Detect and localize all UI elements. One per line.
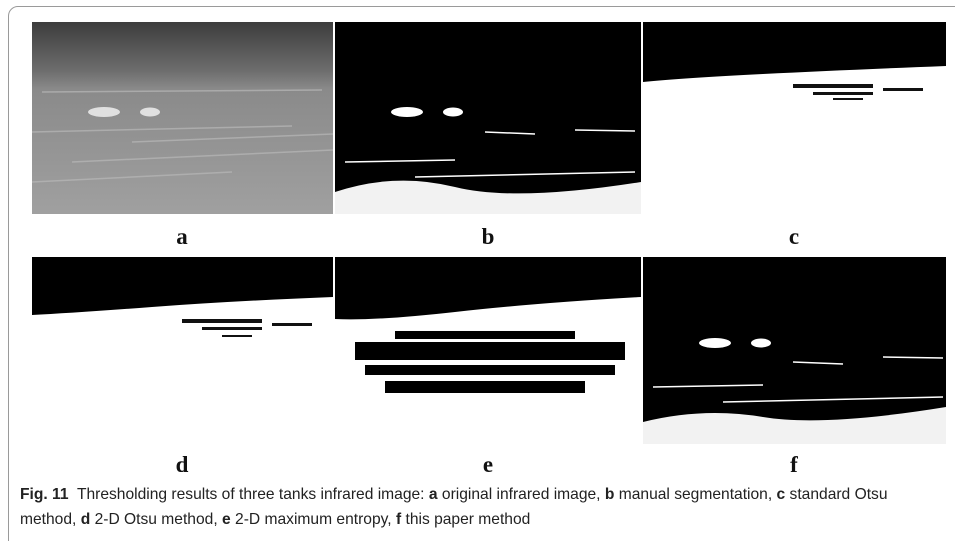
- caption-item: 2-D Otsu method,: [94, 511, 218, 528]
- caption-key: c: [776, 486, 786, 503]
- panel-label: c: [788, 224, 800, 249]
- panel-label: d: [175, 452, 189, 477]
- panel-image: [32, 257, 333, 444]
- caption-item: standard Otsu method,: [20, 486, 888, 528]
- caption-label: Fig. 11: [20, 486, 69, 503]
- panel-label: e: [482, 452, 494, 477]
- caption-text: Thresholding results of three tanks infr…: [76, 486, 425, 503]
- caption-key: d: [80, 511, 91, 528]
- caption-item: original infrared image,: [441, 486, 601, 503]
- panel-label: f: [790, 452, 798, 477]
- caption-key: e: [222, 511, 231, 528]
- caption-key: b: [604, 486, 615, 503]
- panel-image: [643, 257, 946, 444]
- figure-caption: Fig. 11 Thresholding results of three ta…: [20, 482, 945, 532]
- caption-key: f: [395, 511, 402, 528]
- panel-label: a: [176, 224, 188, 249]
- figure-frame: [8, 6, 955, 541]
- panel-image: [335, 257, 641, 444]
- caption-item: this paper method: [405, 511, 531, 528]
- caption-key: a: [428, 486, 438, 503]
- panel-image: [335, 22, 641, 214]
- panel-image: [32, 22, 333, 214]
- caption-item: manual segmentation,: [618, 486, 773, 503]
- panel-label: b: [481, 224, 495, 249]
- caption-item: 2-D maximum entropy,: [235, 511, 392, 528]
- panel-image: [643, 22, 946, 214]
